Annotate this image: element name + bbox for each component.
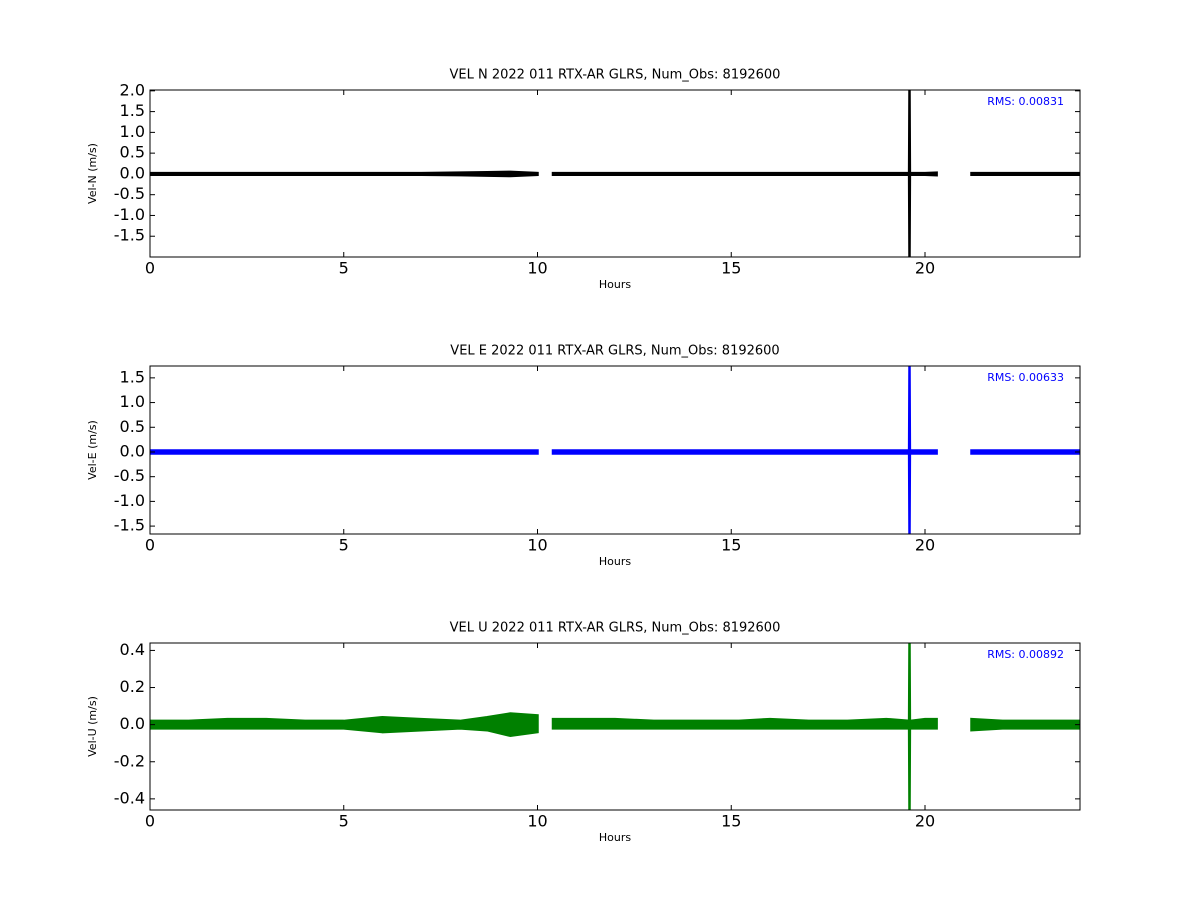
y-tick-label: -0.5: [114, 466, 145, 485]
panel-title: VEL N 2022 011 RTX-AR GLRS, Num_Obs: 819…: [450, 68, 781, 83]
y-tick-label: -1.5: [114, 516, 145, 535]
y-tick-label: -0.5: [114, 184, 145, 203]
y-tick-label: -0.4: [114, 788, 145, 807]
panel-title: VEL U 2022 011 RTX-AR GLRS, Num_Obs: 819…: [450, 621, 781, 636]
x-tick-label: 0: [145, 259, 155, 278]
x-tick-label: 5: [339, 812, 349, 831]
x-axis-label: Hours: [599, 555, 631, 568]
data-band: [150, 449, 539, 455]
rms-annotation: RMS: 0.00892: [987, 648, 1064, 661]
y-tick-label: 0.0: [120, 441, 145, 460]
x-tick-label: 15: [721, 259, 741, 278]
y-axis-label: Vel-U (m/s): [86, 696, 99, 757]
y-tick-label: 0.5: [120, 417, 145, 436]
data-band: [551, 366, 938, 534]
x-tick-label: 15: [721, 536, 741, 555]
data-band: [970, 717, 1080, 732]
y-tick-label: 2.0: [120, 80, 145, 99]
data-band: [150, 170, 539, 178]
x-tick-label: 0: [145, 812, 155, 831]
data-band: [551, 90, 938, 257]
y-axis-label: Vel-N (m/s): [86, 143, 99, 204]
y-tick-label: 1.5: [120, 101, 145, 120]
y-tick-label: 0.2: [120, 677, 145, 696]
y-tick-label: 0.0: [120, 714, 145, 733]
data-band: [970, 171, 1080, 176]
x-tick-label: 10: [527, 536, 547, 555]
y-tick-label: 0.0: [120, 163, 145, 182]
x-tick-label: 10: [527, 812, 547, 831]
data-band: [551, 643, 938, 810]
x-tick-label: 20: [915, 812, 935, 831]
y-tick-label: 1.5: [120, 367, 145, 386]
data-band: [970, 449, 1080, 455]
x-axis-label: Hours: [599, 278, 631, 291]
y-tick-label: -0.2: [114, 751, 145, 770]
x-tick-label: 20: [915, 536, 935, 555]
x-tick-label: 0: [145, 536, 155, 555]
y-axis-label: Vel-E (m/s): [86, 420, 99, 480]
y-tick-label: -1.5: [114, 226, 145, 245]
axes-frame: [149, 642, 1081, 811]
panel-title: VEL E 2022 011 RTX-AR GLRS, Num_Obs: 819…: [450, 344, 779, 359]
x-tick-label: 15: [721, 812, 741, 831]
rms-annotation: RMS: 0.00831: [987, 95, 1064, 108]
y-tick-label: -1.0: [114, 491, 145, 510]
rms-annotation: RMS: 0.00633: [987, 371, 1064, 384]
x-axis-label: Hours: [599, 831, 631, 844]
data-band: [150, 712, 539, 738]
y-tick-label: 0.4: [120, 640, 145, 659]
y-tick-label: 1.0: [120, 122, 145, 141]
y-tick-label: 0.5: [120, 143, 145, 162]
y-tick-label: -1.0: [114, 205, 145, 224]
x-tick-label: 5: [339, 536, 349, 555]
x-tick-label: 10: [527, 259, 547, 278]
x-tick-label: 20: [915, 259, 935, 278]
x-tick-label: 5: [339, 259, 349, 278]
y-tick-label: 1.0: [120, 392, 145, 411]
axes-frame: [149, 365, 1081, 535]
